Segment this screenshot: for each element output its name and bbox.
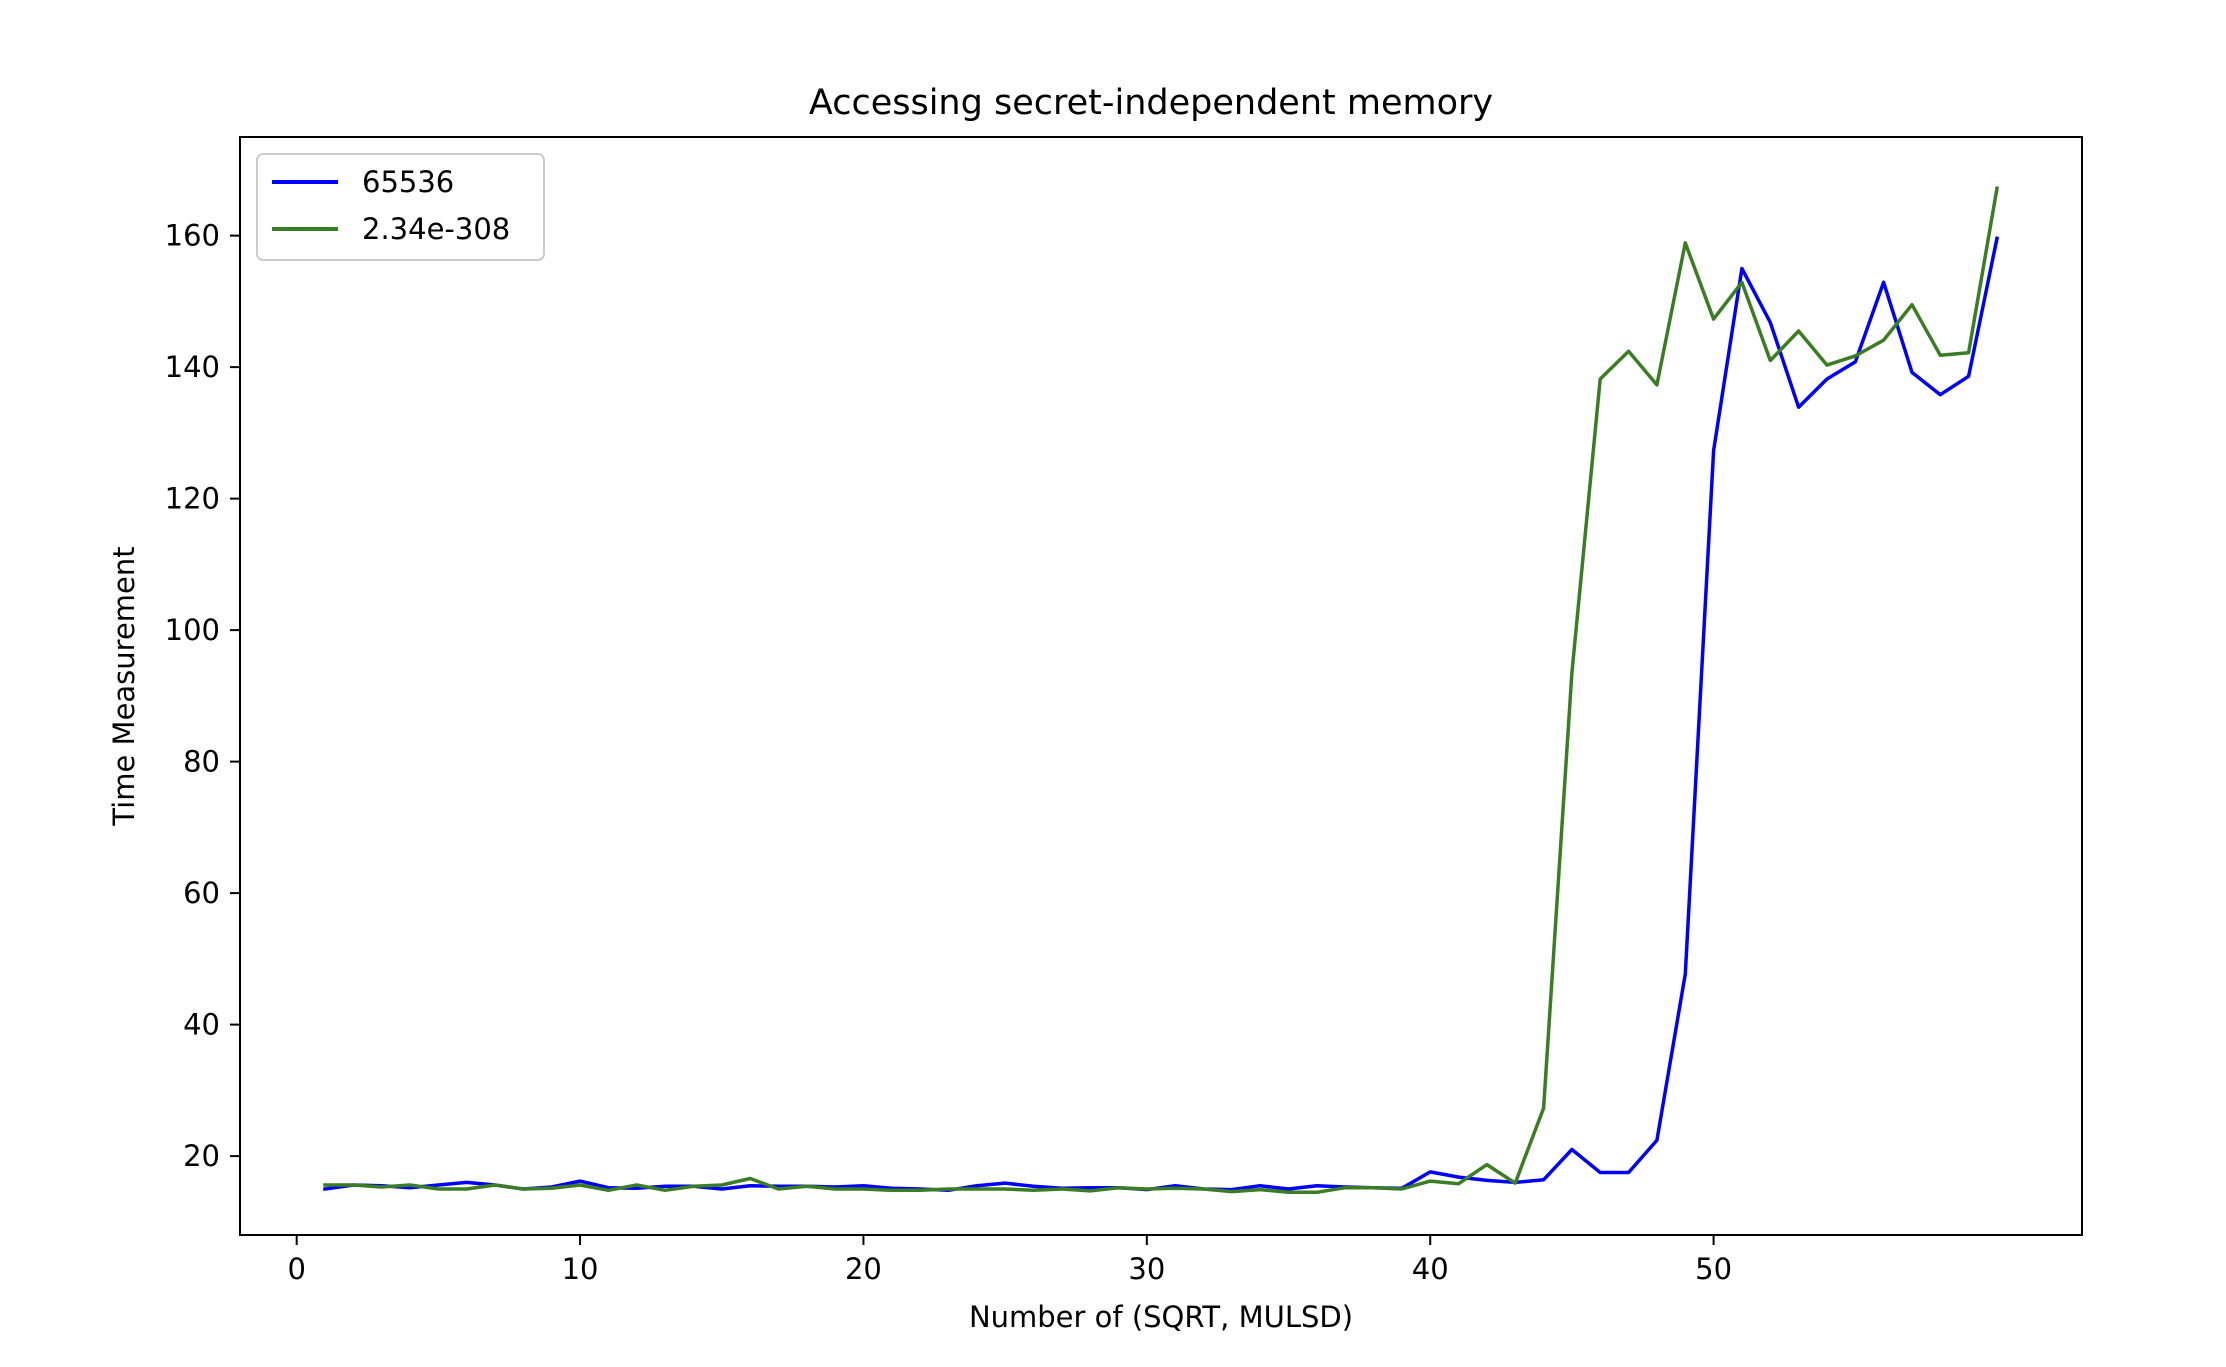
legend-label-2.34e-308: 2.34e-308: [362, 212, 510, 246]
x-tick-label: 30: [1128, 1252, 1165, 1286]
x-tick-label: 40: [1412, 1252, 1449, 1286]
x-tick-label: 50: [1695, 1252, 1732, 1286]
x-axis-ticks: 0 10 20 30 40 50: [287, 1235, 1732, 1286]
x-tick-label: 10: [562, 1252, 599, 1286]
x-axis-label: Number of (SQRT, MULSD): [969, 1300, 1353, 1334]
y-axis-label: Time Measurement: [107, 546, 141, 826]
y-tick-label: 80: [183, 745, 220, 779]
y-axis-ticks: 20 40 60 80 100 120 140 160: [165, 219, 240, 1173]
y-tick-label: 20: [183, 1139, 220, 1173]
legend-label-65536: 65536: [362, 165, 454, 199]
legend: 65536 2.34e-308: [256, 153, 545, 261]
y-tick-label: 100: [165, 613, 220, 647]
plot-frame: [239, 136, 2083, 1236]
y-tick-label: 140: [165, 350, 220, 384]
x-tick-label: 0: [287, 1252, 305, 1286]
x-tick-label: 20: [845, 1252, 882, 1286]
y-tick-label: 120: [165, 482, 220, 516]
y-tick-label: 40: [183, 1008, 220, 1042]
chart-title: Accessing secret-independent memory: [809, 83, 1493, 123]
y-tick-label: 160: [165, 219, 220, 253]
plot-lines: [323, 186, 2000, 1195]
y-tick-label: 60: [183, 876, 220, 910]
series-line-2.34e-308: [323, 186, 2000, 1195]
